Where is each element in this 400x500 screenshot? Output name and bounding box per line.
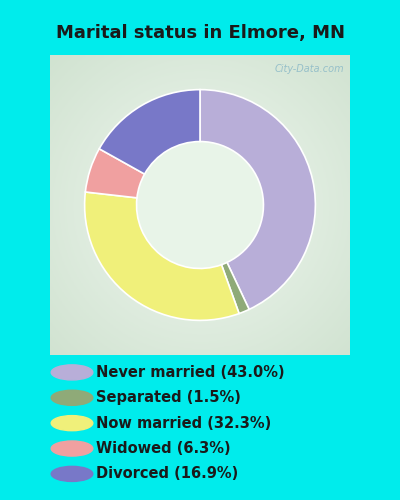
- Wedge shape: [85, 149, 144, 198]
- Circle shape: [51, 390, 93, 406]
- Text: Separated (1.5%): Separated (1.5%): [96, 390, 241, 406]
- Text: Widowed (6.3%): Widowed (6.3%): [96, 441, 231, 456]
- Text: Divorced (16.9%): Divorced (16.9%): [96, 466, 238, 481]
- Circle shape: [51, 441, 93, 456]
- Text: Marital status in Elmore, MN: Marital status in Elmore, MN: [56, 24, 344, 42]
- Wedge shape: [85, 192, 239, 320]
- Wedge shape: [99, 90, 200, 174]
- Wedge shape: [222, 262, 249, 314]
- Text: Now married (32.3%): Now married (32.3%): [96, 416, 271, 430]
- Circle shape: [51, 466, 93, 481]
- Circle shape: [51, 416, 93, 430]
- Circle shape: [51, 365, 93, 380]
- Circle shape: [136, 142, 264, 268]
- Text: City-Data.com: City-Data.com: [274, 64, 344, 74]
- Text: Never married (43.0%): Never married (43.0%): [96, 365, 285, 380]
- Wedge shape: [200, 90, 315, 310]
